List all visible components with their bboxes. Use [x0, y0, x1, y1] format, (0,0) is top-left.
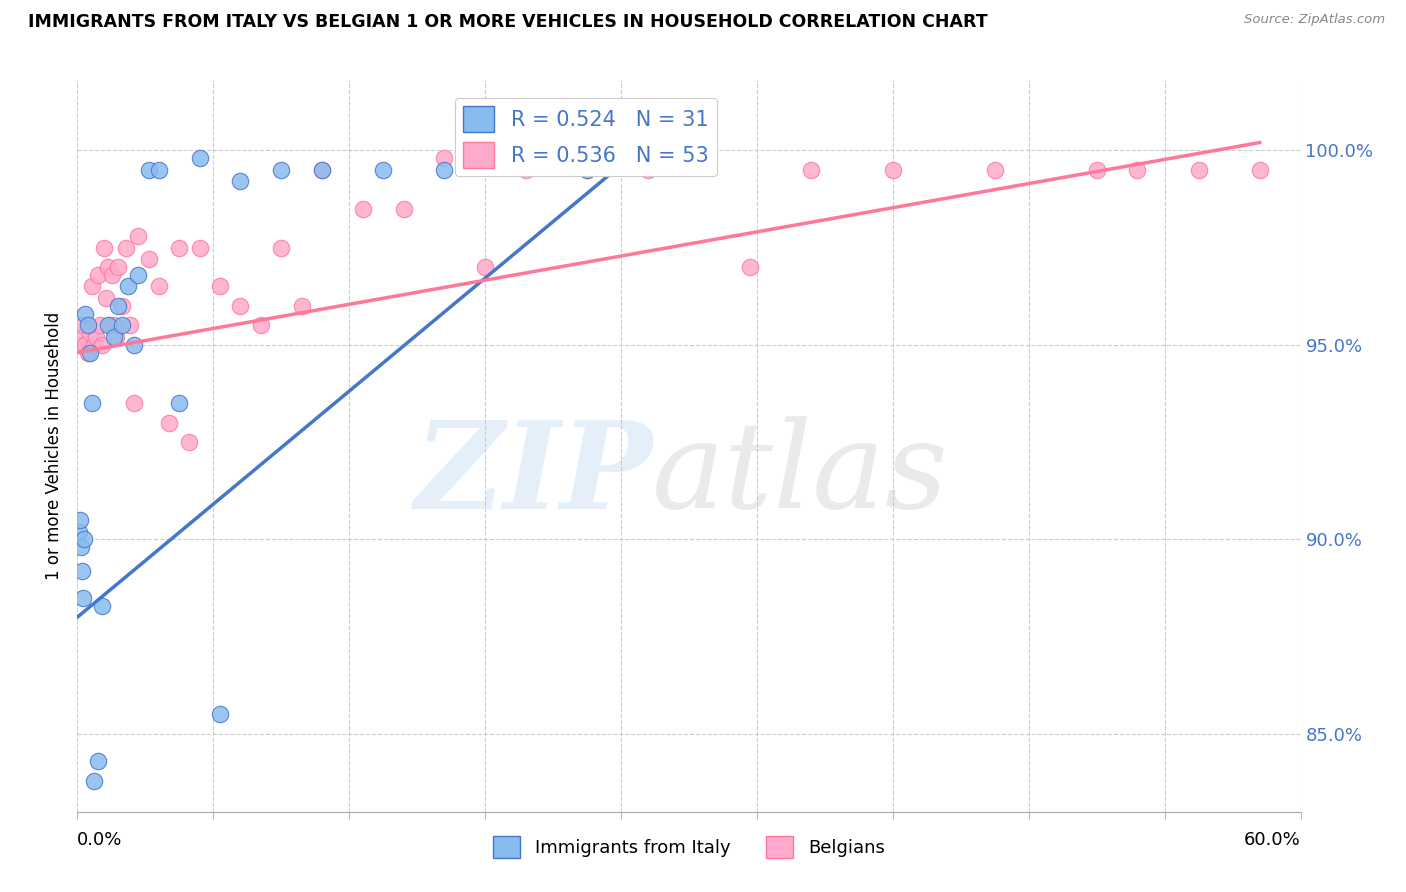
Point [229, 299, 252, 313]
Point [208, 707, 231, 722]
Point [84, 330, 107, 344]
Text: atlas: atlas [652, 417, 949, 534]
Point [474, 260, 496, 274]
Legend: Immigrants from Italy, Belgians: Immigrants from Italy, Belgians [486, 829, 891, 865]
Point [75, 338, 97, 352]
Point [371, 162, 394, 177]
Point [103, 330, 125, 344]
Point [79, 326, 101, 341]
Point [984, 162, 1007, 177]
Point [188, 241, 211, 255]
Point [433, 162, 456, 177]
Point [111, 318, 134, 333]
Point [157, 416, 180, 430]
Point [76, 345, 98, 359]
Point [138, 252, 160, 267]
Point [1187, 162, 1209, 177]
Point [1249, 162, 1271, 177]
Point [740, 260, 762, 274]
Point [76, 318, 98, 333]
Point [124, 338, 146, 352]
Point [392, 202, 415, 216]
Point [148, 279, 170, 293]
Point [105, 330, 128, 344]
Point [75, 307, 97, 321]
Point [115, 241, 138, 255]
Point [111, 299, 134, 313]
Point [800, 162, 823, 177]
Text: IMMIGRANTS FROM ITALY VS BELGIAN 1 OR MORE VEHICLES IN HOUSEHOLD CORRELATION CHA: IMMIGRANTS FROM ITALY VS BELGIAN 1 OR MO… [28, 13, 988, 31]
Point [678, 151, 700, 165]
Point [67, 524, 90, 539]
Point [127, 228, 149, 243]
Point [69, 513, 91, 527]
Point [1085, 162, 1108, 177]
Point [270, 241, 292, 255]
Point [637, 162, 659, 177]
Point [311, 162, 333, 177]
Point [120, 318, 142, 333]
Text: ZIP: ZIP [413, 416, 652, 534]
Point [70, 540, 93, 554]
Point [179, 435, 201, 450]
Point [290, 299, 312, 313]
Point [148, 162, 170, 177]
Point [90, 599, 112, 613]
Text: Source: ZipAtlas.com: Source: ZipAtlas.com [1244, 13, 1385, 27]
Point [98, 318, 121, 333]
Text: 0.0%: 0.0% [77, 831, 122, 849]
Point [67, 338, 90, 352]
Point [70, 330, 93, 344]
Point [83, 773, 105, 788]
Point [117, 279, 139, 293]
Point [229, 174, 252, 188]
Point [576, 162, 599, 177]
Point [124, 396, 146, 410]
Point [101, 268, 124, 282]
Point [311, 162, 333, 177]
Point [576, 162, 599, 177]
Point [72, 318, 94, 333]
Point [79, 345, 101, 359]
Point [169, 241, 191, 255]
Point [80, 279, 103, 293]
Point [83, 338, 105, 352]
Point [89, 318, 111, 333]
Point [515, 162, 537, 177]
Point [97, 260, 120, 274]
Point [882, 162, 904, 177]
Point [94, 291, 117, 305]
Point [127, 268, 149, 282]
Point [1126, 162, 1149, 177]
Point [80, 396, 103, 410]
Point [87, 268, 110, 282]
Point [107, 299, 129, 313]
Point [433, 151, 456, 165]
Text: 60.0%: 60.0% [1244, 831, 1301, 849]
Point [208, 279, 231, 293]
Point [107, 260, 129, 274]
Point [270, 162, 292, 177]
Point [87, 754, 110, 768]
Point [352, 202, 374, 216]
Point [188, 151, 211, 165]
Point [250, 318, 273, 333]
Point [103, 318, 125, 333]
Point [72, 591, 94, 605]
Point [169, 396, 191, 410]
Point [93, 241, 115, 255]
Point [73, 533, 96, 547]
Point [90, 338, 112, 352]
Point [97, 318, 120, 333]
Point [138, 162, 160, 177]
Y-axis label: 1 or more Vehicles in Household: 1 or more Vehicles in Household [45, 312, 63, 580]
Point [72, 564, 94, 578]
